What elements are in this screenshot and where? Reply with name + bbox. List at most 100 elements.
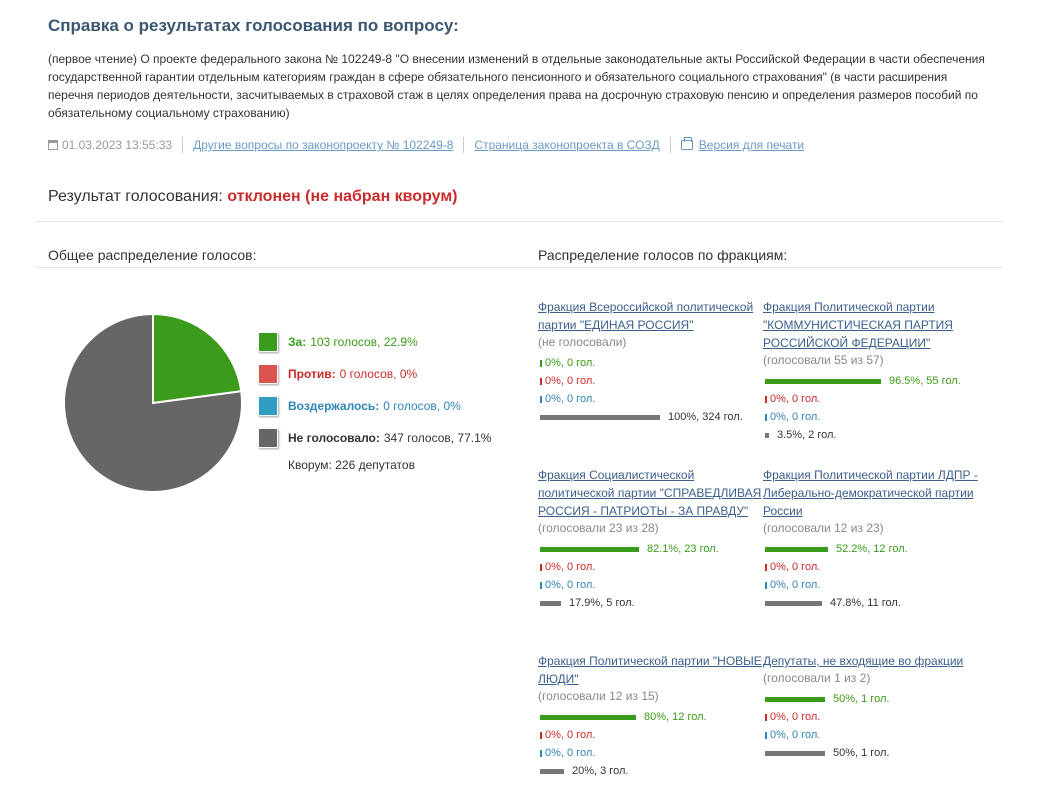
bar-fill xyxy=(765,378,881,384)
legend-label: Против: xyxy=(288,367,336,381)
bar-label: 3.5%, 2 гол. xyxy=(777,429,837,441)
bar-label: 50%, 1 гол. xyxy=(833,747,890,759)
faction-stat: (голосовали 1 из 2) xyxy=(763,671,871,685)
bar-fill xyxy=(765,563,767,571)
faction-link[interactable]: Фракция Политической партии ЛДПР - Либер… xyxy=(763,468,978,518)
separator xyxy=(669,137,671,153)
overall-pie-chart xyxy=(63,313,243,493)
bar-label: 0%, 0 гол. xyxy=(545,747,596,759)
quorum-text: Кворум: 226 депутатов xyxy=(288,458,415,472)
bar-fill xyxy=(540,731,542,739)
faction-block: Фракция Политической партии "НОВЫЕ ЛЮДИ"… xyxy=(538,652,763,780)
legend-label: Не голосовало: xyxy=(288,431,380,445)
faction-link[interactable]: Фракция Социалистической политической па… xyxy=(538,468,762,518)
bar-label: 0%, 0 гол. xyxy=(770,561,821,573)
link-print-version[interactable]: Версия для печати xyxy=(698,138,805,152)
faction-bar-for: 0%, 0 гол. xyxy=(538,354,763,372)
legend-item-none: Не голосовало: 347 голосов, 77.1% xyxy=(258,428,491,448)
overall-heading: Общее распределение голосов: xyxy=(48,247,257,263)
legend-swatch xyxy=(258,428,278,448)
question-text: (первое чтение) О проекте федерального з… xyxy=(48,52,985,120)
divider xyxy=(36,267,1003,268)
bar-fill xyxy=(540,600,561,606)
bar-fill xyxy=(540,377,542,385)
factions-heading: Распределение голосов по фракциям: xyxy=(538,247,788,263)
legend-swatch xyxy=(258,364,278,384)
faction-bar-for: 82.1%, 23 гол. xyxy=(538,540,763,558)
faction-bar-for: 96.5%, 55 гол. xyxy=(763,372,988,390)
bar-label: 96.5%, 55 гол. xyxy=(889,375,961,387)
link-other-questions[interactable]: Другие вопросы по законопроекту № 102249… xyxy=(193,138,454,152)
faction-bar-none: 47.8%, 11 гол. xyxy=(763,594,988,612)
faction-bar-abstain: 0%, 0 гол. xyxy=(538,744,763,762)
pie-legend: За: 103 голосов, 22.9% Против: 0 голосов, 0… xyxy=(258,332,491,472)
calendar-icon xyxy=(48,140,58,150)
meta-bar: 01.03.2023 13:55:33 Другие вопросы по за… xyxy=(48,137,804,153)
bar-fill xyxy=(765,432,769,438)
bar-label: 0%, 0 гол. xyxy=(770,729,821,741)
bar-fill xyxy=(540,414,660,420)
pie-slice-for xyxy=(152,313,243,405)
faction-block: Депутаты, не входящие во фракции (голосов… xyxy=(763,652,988,762)
bar-label: 17.9%, 5 гол. xyxy=(569,597,635,609)
legend-label: Воздержалось: xyxy=(288,399,380,413)
vote-datetime: 01.03.2023 13:55:33 xyxy=(48,138,172,152)
legend-swatch xyxy=(258,332,278,352)
faction-bar-none: 17.9%, 5 гол. xyxy=(538,594,763,612)
faction-bar-none: 20%, 3 гол. xyxy=(538,762,763,780)
faction-block: Фракция Политической партии "КОММУНИСТИЧ… xyxy=(763,298,988,444)
bar-label: 82.1%, 23 гол. xyxy=(647,543,719,555)
faction-bar-against: 0%, 0 гол. xyxy=(763,708,988,726)
faction-link[interactable]: Депутаты, не входящие во фракции xyxy=(763,654,964,668)
faction-link[interactable]: Фракция Политической партии "КОММУНИСТИЧ… xyxy=(763,300,953,350)
faction-bar-abstain: 0%, 0 гол. xyxy=(763,726,988,744)
vote-result: Результат голосования: отклонен (не набр… xyxy=(48,188,458,205)
faction-bar-against: 0%, 0 гол. xyxy=(538,726,763,744)
bar-fill xyxy=(765,750,825,756)
bar-label: 0%, 0 гол. xyxy=(545,579,596,591)
bar-label: 0%, 0 гол. xyxy=(770,711,821,723)
bar-fill xyxy=(540,395,542,403)
bar-label: 20%, 3 гол. xyxy=(572,765,629,777)
faction-link[interactable]: Фракция Политической партии "НОВЫЕ ЛЮДИ" xyxy=(538,654,762,686)
bar-label: 0%, 0 гол. xyxy=(545,561,596,573)
faction-bar-for: 50%, 1 гол. xyxy=(763,690,988,708)
bar-fill xyxy=(765,600,822,606)
faction-stat: (голосовали 12 из 15) xyxy=(538,689,659,703)
faction-stat: (голосовали 12 из 23) xyxy=(763,521,884,535)
bar-fill xyxy=(540,749,542,757)
bar-fill xyxy=(765,731,767,739)
faction-bar-abstain: 0%, 0 гол. xyxy=(538,576,763,594)
page-title: Справка о результатах голосования по воп… xyxy=(48,16,459,35)
faction-bar-abstain: 0%, 0 гол. xyxy=(763,576,988,594)
separator xyxy=(182,137,184,153)
legend-value: 0 голосов, 0% xyxy=(383,399,461,413)
legend-item-against: Против: 0 голосов, 0% xyxy=(258,364,491,384)
faction-link[interactable]: Фракция Всероссийской политической парти… xyxy=(538,300,754,332)
bar-label: 50%, 1 гол. xyxy=(833,693,890,705)
faction-bar-none: 100%, 324 гол. xyxy=(538,408,763,426)
bar-label: 100%, 324 гол. xyxy=(668,411,743,423)
printer-icon[interactable] xyxy=(680,137,693,150)
legend-label: За: xyxy=(288,335,307,349)
faction-bar-against: 0%, 0 гол. xyxy=(538,372,763,390)
link-sozd-page[interactable]: Страница законопроекта в СОЗД xyxy=(474,138,660,152)
separator xyxy=(463,137,465,153)
bar-fill xyxy=(540,714,636,720)
faction-bar-against: 0%, 0 гол. xyxy=(763,558,988,576)
bar-fill xyxy=(540,563,542,571)
bar-fill xyxy=(765,395,767,403)
bar-fill xyxy=(540,768,564,774)
bar-fill xyxy=(540,546,639,552)
bar-label: 0%, 0 гол. xyxy=(545,375,596,387)
faction-bar-against: 0%, 0 гол. xyxy=(538,558,763,576)
faction-block: Фракция Социалистической политической па… xyxy=(538,466,763,612)
legend-value: 0 голосов, 0% xyxy=(339,367,418,381)
bar-label: 80%, 12 гол. xyxy=(644,711,707,723)
bar-label: 0%, 0 гол. xyxy=(770,579,821,591)
faction-block: Фракция Политической партии ЛДПР - Либер… xyxy=(763,466,988,612)
bar-fill xyxy=(765,713,767,721)
bar-fill xyxy=(765,581,767,589)
legend-swatch xyxy=(258,396,278,416)
faction-bar-none: 50%, 1 гол. xyxy=(763,744,988,762)
